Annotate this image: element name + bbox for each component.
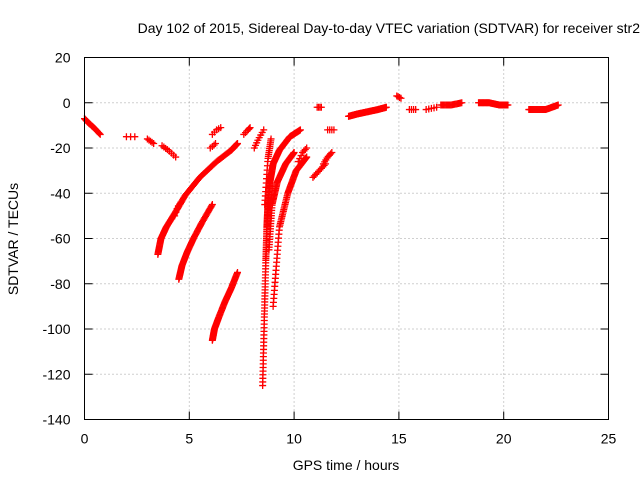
y-axis-title: SDTVAR / TECUs — [5, 183, 21, 295]
data-point — [210, 141, 218, 149]
tick-label-layer: 0 5 10 15 20 25 20 0 -20 -40 -60 -80 -100 -120 -140 — [42, 50, 616, 447]
data-point — [172, 208, 180, 216]
data-point — [245, 125, 253, 133]
data-point — [95, 129, 103, 137]
y-tick-label: -80 — [50, 276, 70, 292]
data-point — [433, 103, 441, 111]
data-point — [234, 139, 242, 147]
data-point — [296, 155, 304, 163]
data-point — [212, 139, 219, 147]
x-tick-label: 0 — [81, 431, 89, 447]
data-point — [296, 126, 304, 134]
data-point — [412, 106, 420, 114]
data-point — [330, 126, 338, 134]
chart-title: Day 102 of 2015, Sidereal Day-to-day VTE… — [138, 20, 640, 36]
x-axis-title: GPS time / hours — [293, 457, 400, 473]
data-point — [317, 103, 325, 111]
data-point — [234, 268, 242, 276]
y-tick-label: 0 — [63, 95, 71, 111]
x-tick-label: 20 — [496, 431, 512, 447]
data-point — [208, 201, 216, 209]
y-tick-label: -60 — [50, 231, 70, 247]
data-point — [148, 138, 156, 146]
data-point — [150, 139, 158, 147]
y-tick-label: -120 — [42, 366, 70, 382]
data-point — [303, 153, 311, 161]
data-point — [504, 101, 512, 109]
y-tick-label: -140 — [42, 412, 70, 428]
data-point — [96, 130, 104, 138]
data-points — [81, 92, 562, 390]
data-point — [327, 150, 335, 158]
y-tick-label: -100 — [42, 321, 70, 337]
data-point — [290, 149, 298, 157]
x-tick-label: 10 — [286, 431, 302, 447]
plot-frame — [84, 57, 609, 420]
data-point — [217, 124, 225, 132]
data-point — [303, 144, 311, 152]
data-point — [458, 99, 466, 107]
data-point — [246, 124, 254, 132]
x-tick-label: 15 — [391, 431, 407, 447]
data-point — [208, 202, 216, 210]
data-point — [328, 149, 336, 157]
data-point — [260, 126, 268, 134]
data-point — [397, 94, 405, 102]
x-tick-label: 5 — [185, 431, 193, 447]
data-point — [554, 101, 562, 109]
data-point — [396, 93, 404, 101]
x-tick-label: 25 — [601, 431, 617, 447]
grid-layer — [84, 57, 609, 420]
y-tick-label: -20 — [50, 140, 70, 156]
data-point — [172, 153, 180, 161]
data-point — [171, 212, 179, 220]
y-tick-label: 20 — [55, 50, 71, 66]
data-point — [177, 198, 185, 206]
data-point — [294, 158, 302, 166]
data-point — [297, 152, 305, 160]
data-point — [131, 133, 139, 141]
data-point — [382, 103, 390, 111]
data-point — [301, 146, 309, 154]
data-point — [267, 135, 275, 143]
y-tick-label: -40 — [50, 185, 70, 201]
